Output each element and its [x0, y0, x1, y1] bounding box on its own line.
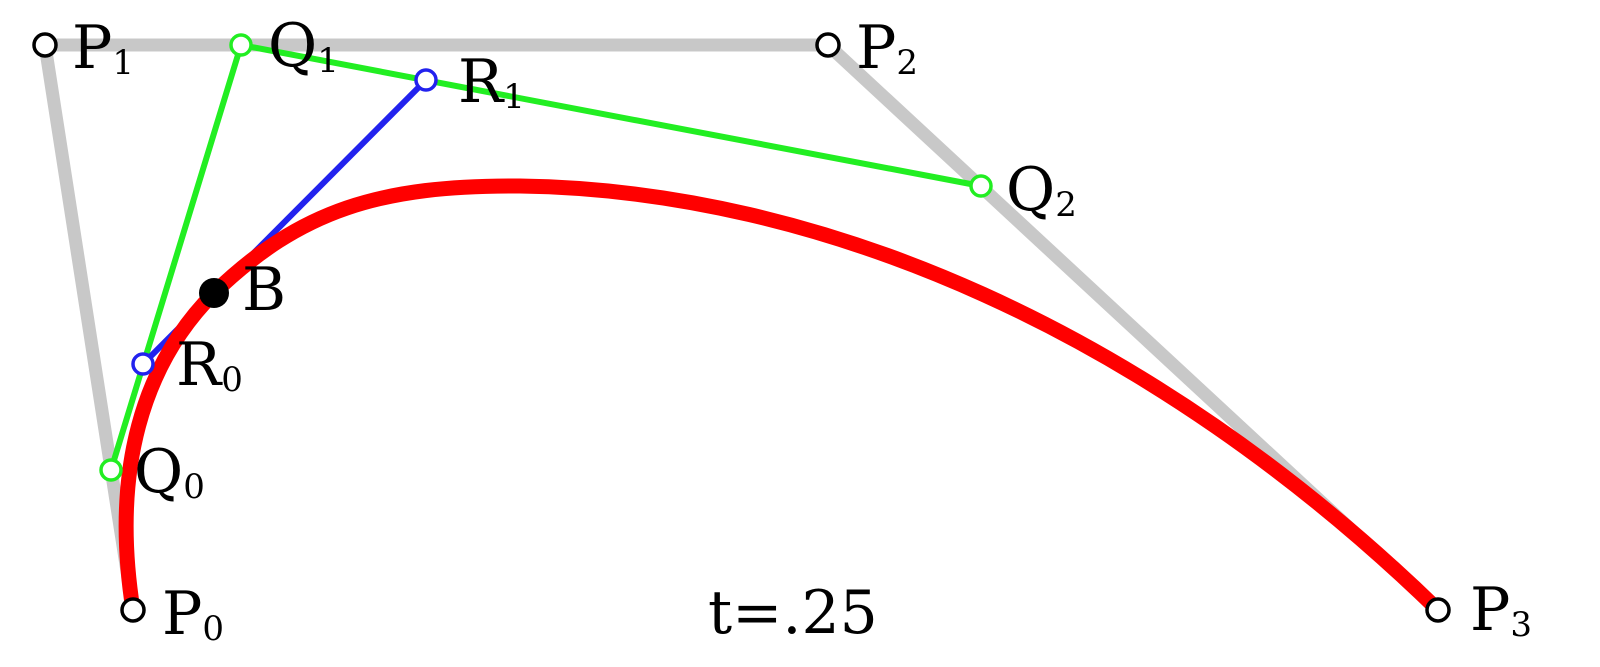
label-p3: P3 [1470, 575, 1532, 645]
point-r0 [131, 352, 155, 376]
label-r1: R1 [458, 47, 525, 117]
t-value-label: t=.25 [708, 578, 878, 648]
label-r0: R0 [176, 330, 243, 400]
point-q2 [969, 174, 993, 198]
control-point-p2 [815, 32, 841, 58]
label-b: B [242, 255, 286, 325]
bezier-curve [118, 178, 1444, 616]
control-point-p0 [120, 597, 146, 623]
point-q1 [229, 33, 253, 57]
control-point-p1 [32, 32, 58, 58]
point-b [199, 278, 229, 308]
label-q0: Q0 [134, 437, 205, 507]
label-p1: P1 [72, 13, 134, 83]
control-polygon [38, 38, 1443, 615]
label-q1: Q1 [268, 11, 339, 81]
label-p2: P2 [856, 13, 918, 83]
control-point-p3 [1425, 597, 1451, 623]
point-q0 [99, 458, 123, 482]
label-q2: Q2 [1006, 155, 1077, 225]
point-r1 [414, 68, 438, 92]
label-p0: P0 [162, 579, 224, 649]
